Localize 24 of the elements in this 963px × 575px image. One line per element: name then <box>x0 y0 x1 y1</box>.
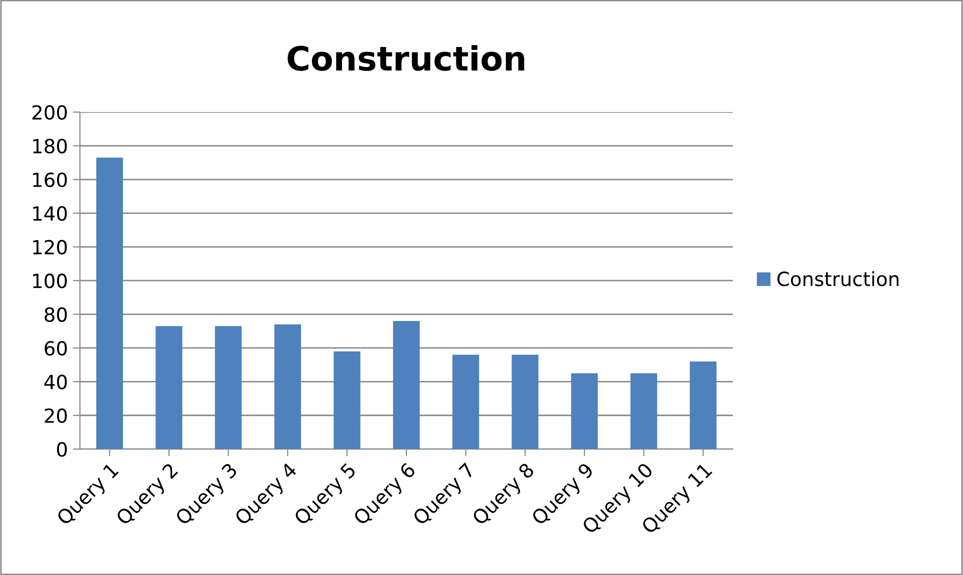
y-tick-label: 40 <box>44 374 67 390</box>
chart-title: Construction <box>288 45 524 71</box>
y-tick-label: 200 <box>32 105 67 120</box>
y-tick-label: 60 <box>44 340 67 356</box>
y-tick-label: 180 <box>33 138 67 154</box>
bar <box>690 361 717 450</box>
bar <box>334 351 360 450</box>
y-tick-label: 160 <box>33 172 67 188</box>
bar <box>274 324 302 450</box>
legend-label: Construction <box>777 271 898 286</box>
bar <box>630 373 658 450</box>
y-tick-label: 100 <box>33 274 67 288</box>
y-tick-label: 0 <box>57 442 67 457</box>
y-tick-label: 120 <box>33 240 67 255</box>
bar <box>393 321 420 450</box>
bar <box>214 326 242 450</box>
y-tick-label: 140 <box>33 206 67 221</box>
bar <box>512 354 538 450</box>
bar <box>452 354 480 450</box>
bar <box>96 158 123 450</box>
y-tick-label: 80 <box>44 307 67 322</box>
bar <box>156 326 182 450</box>
y-tick-label: 20 <box>44 408 67 424</box>
bar <box>571 373 598 450</box>
